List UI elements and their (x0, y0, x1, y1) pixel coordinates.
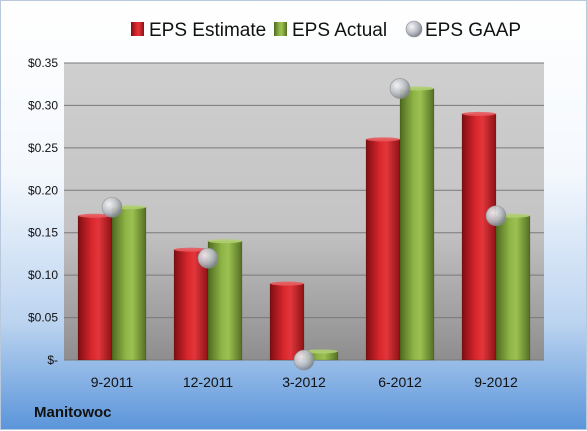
company-name: Manitowoc (34, 404, 112, 421)
eps-estimate-bar (77, 215, 113, 361)
eps-gaap-marker (293, 349, 315, 371)
y-tick-label: $0.35 (28, 56, 58, 70)
legend-label-eps-estimate: EPS Estimate (149, 20, 266, 41)
eps-gaap-marker (101, 196, 123, 218)
x-tick-label: 9-2011 (91, 374, 134, 390)
eps-estimate-bar (269, 283, 305, 361)
legend-label-eps-gaap: EPS GAAP (425, 20, 521, 41)
legend-label-eps-actual: EPS Actual (292, 20, 387, 41)
legend-swatch-eps-estimate (131, 22, 144, 36)
eps-estimate-bar-cap (174, 247, 208, 252)
eps-actual-bar (399, 88, 435, 361)
gaap-markers (101, 78, 507, 371)
y-tick-label: $0.20 (28, 183, 58, 197)
x-tick-label: 3-2012 (282, 374, 326, 390)
eps-actual-bar (111, 207, 147, 361)
eps-actual-bar-cap (304, 349, 338, 354)
y-tick-label: $0.30 (28, 98, 58, 112)
eps-estimate-bar-cap (270, 281, 304, 286)
bars (77, 86, 531, 361)
y-tick-label: $- (47, 353, 58, 367)
y-axis: $0.35 $0.30 $0.25 $0.20 $0.15 $0.10 $0.05 $- (28, 56, 58, 367)
x-axis: 9-2011 12-2011 3-2012 6-2012 9-2012 (91, 374, 518, 390)
y-tick-label: $0.10 (28, 268, 58, 282)
x-tick-label: 12-2011 (183, 374, 234, 390)
y-tick-label: $0.25 (28, 141, 58, 155)
y-tick-label: $0.15 (28, 226, 58, 240)
legend: EPS Estimate EPS Actual EPS GAAP (131, 20, 521, 41)
eps-gaap-marker (197, 247, 219, 269)
x-tick-label: 6-2012 (378, 374, 422, 390)
x-tick-label: 9-2012 (474, 374, 518, 390)
eps-estimate-bar (461, 113, 497, 361)
eps-estimate-bar-cap (78, 213, 112, 218)
y-tick-label: $0.05 (28, 311, 58, 325)
eps-actual-bar (495, 215, 531, 361)
eps-estimate-bar-cap (366, 137, 400, 142)
eps-gaap-marker (389, 78, 411, 99)
legend-swatch-eps-gaap (405, 20, 423, 38)
eps-gaap-marker (485, 205, 507, 227)
eps-actual-bar-cap (208, 239, 242, 244)
eps-estimate-bar (173, 249, 209, 361)
eps-estimate-bar-cap (462, 111, 496, 116)
legend-swatch-eps-actual (274, 22, 287, 36)
eps-estimate-bar (365, 139, 401, 361)
